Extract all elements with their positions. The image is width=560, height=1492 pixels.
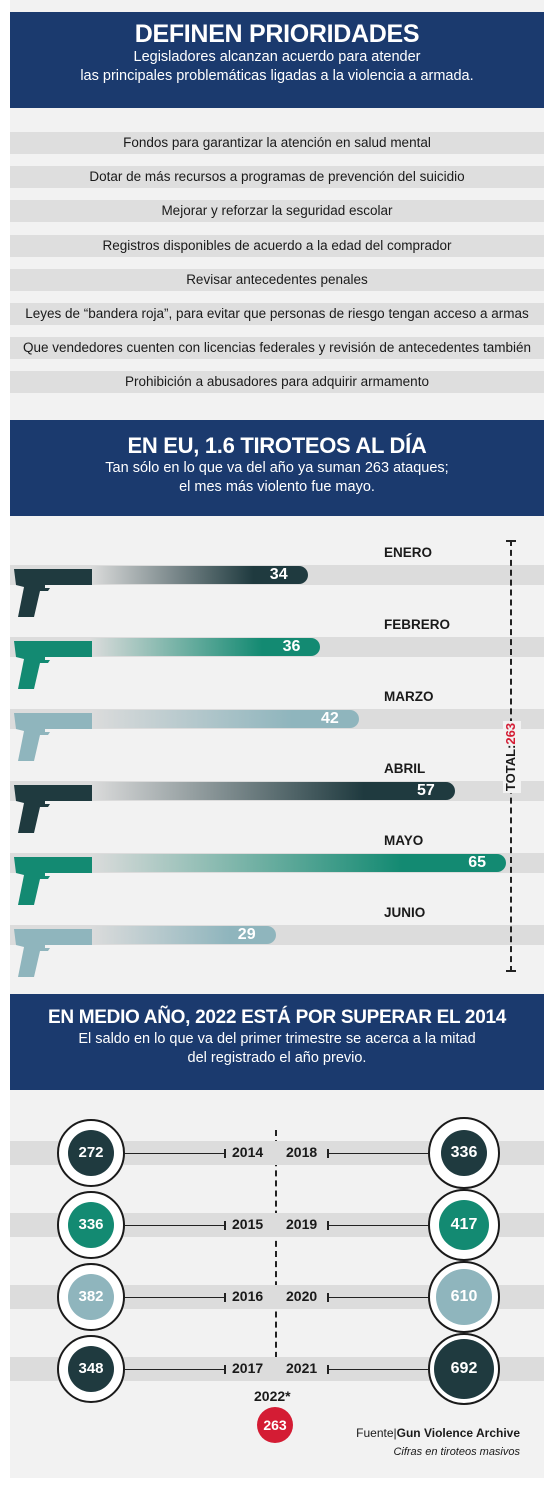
connector-tick bbox=[224, 1221, 226, 1230]
source-credit: Fuente|Gun Violence Archive bbox=[356, 1426, 520, 1440]
priority-item: Dotar de más recursos a programas de pre… bbox=[10, 166, 544, 189]
connector-line bbox=[125, 1369, 225, 1370]
timeline-center-line bbox=[275, 1130, 277, 1378]
month-label: FEBRERO bbox=[384, 617, 451, 632]
pistol-icon bbox=[12, 709, 94, 763]
year-value-circle: 348 bbox=[68, 1346, 114, 1392]
year-value-circle: 336 bbox=[441, 1130, 487, 1176]
priority-item: Mejorar y reforzar la seguridad escolar bbox=[10, 200, 544, 223]
month-label: MARZO bbox=[384, 689, 434, 704]
priorities-subtitle-line1: Legisladores alcanzan acuerdo para atend… bbox=[133, 49, 421, 65]
year-label: 2014 bbox=[232, 1144, 264, 1160]
total-value: 263 bbox=[503, 722, 518, 745]
connector-tick bbox=[327, 1149, 329, 1158]
connector-tick bbox=[327, 1365, 329, 1374]
month-label: ENERO bbox=[384, 545, 433, 560]
priority-item: Que vendedores cuenten con licencias fed… bbox=[10, 337, 544, 360]
connector-line bbox=[125, 1225, 225, 1226]
month-label: JUNIO bbox=[384, 905, 426, 920]
bar: 57 bbox=[90, 782, 455, 800]
priority-item: Revisar antecedentes penales bbox=[10, 268, 544, 291]
total-bracket-bottom bbox=[506, 970, 516, 972]
priorities-banner: DEFINEN PRIORIDADES Legisladores alcanza… bbox=[10, 12, 544, 108]
year-value-circle: 336 bbox=[68, 1202, 114, 1248]
month-label: ABRIL bbox=[384, 761, 426, 776]
connector-tick bbox=[327, 1221, 329, 1230]
footnote: Cifras en tiroteos masivos bbox=[393, 1446, 520, 1458]
pistol-icon bbox=[12, 781, 94, 835]
bar: 34 bbox=[90, 566, 308, 584]
infographic: DEFINEN PRIORIDADES Legisladores alcanza… bbox=[10, 0, 544, 1478]
month-label: MAYO bbox=[384, 833, 424, 848]
year-value-circle: 610 bbox=[436, 1269, 492, 1325]
connector-tick bbox=[224, 1365, 226, 1374]
shootings-subtitle-line1: Tan sólo en lo que va del año ya suman 2… bbox=[105, 460, 449, 476]
connector-tick bbox=[224, 1293, 226, 1302]
year-label: 2021 bbox=[286, 1360, 318, 1376]
connector-line bbox=[125, 1297, 225, 1298]
shootings-title: EN EU, 1.6 TIROTEOS AL DÍA bbox=[127, 433, 427, 458]
years-subtitle-line2: del registrado el año previo. bbox=[187, 1050, 367, 1066]
year-label: 2016 bbox=[232, 1288, 264, 1304]
priority-item: Registros disponibles de acuerdo a la ed… bbox=[10, 234, 544, 257]
year-value-circle: 692 bbox=[434, 1339, 494, 1399]
year-value-circle: 382 bbox=[68, 1274, 114, 1320]
year-label: 2020 bbox=[286, 1288, 318, 1304]
bar: 29 bbox=[90, 926, 276, 944]
priorities-subtitle-line2: las principales problemáticas ligadas a … bbox=[80, 68, 474, 84]
connector-tick bbox=[224, 1149, 226, 1158]
connector-line bbox=[125, 1153, 225, 1154]
shootings-banner: EN EU, 1.6 TIROTEOS AL DÍA Tan sólo en l… bbox=[10, 420, 544, 516]
current-year-label: 2022* bbox=[254, 1388, 291, 1404]
year-label: 2017 bbox=[232, 1360, 264, 1376]
priority-item: Fondos para garantizar la atención en sa… bbox=[10, 132, 544, 154]
source-name: Gun Violence Archive bbox=[396, 1426, 520, 1440]
bar: 36 bbox=[90, 638, 321, 656]
years-subtitle-line1: El saldo en lo que va del primer trimest… bbox=[78, 1031, 476, 1047]
priorities-title: DEFINEN PRIORIDADES bbox=[134, 20, 420, 48]
year-label: 2015 bbox=[232, 1216, 264, 1232]
year-label: 2018 bbox=[286, 1144, 318, 1160]
priority-item: Prohibición a abusadores para adquirir a… bbox=[10, 371, 544, 394]
years-banner: EN MEDIO AÑO, 2022 ESTÁ POR SUPERAR EL 2… bbox=[10, 994, 544, 1090]
source-label: Fuente| bbox=[356, 1426, 397, 1440]
current-year-value: 263 bbox=[257, 1407, 293, 1443]
pistol-icon bbox=[12, 925, 94, 979]
year-value-circle: 417 bbox=[439, 1200, 489, 1250]
connector-line bbox=[328, 1225, 428, 1226]
connector-line bbox=[328, 1297, 428, 1298]
pistol-icon bbox=[12, 565, 94, 619]
bar: 42 bbox=[90, 710, 359, 728]
year-value-circle: 272 bbox=[68, 1130, 114, 1176]
total-label: TOTAL:263 bbox=[503, 721, 521, 793]
priority-item: Leyes de “bandera roja”, para evitar que… bbox=[10, 303, 544, 325]
connector-line bbox=[328, 1153, 428, 1154]
year-label: 2019 bbox=[286, 1216, 318, 1232]
total-text: TOTAL: bbox=[503, 744, 518, 792]
years-title: EN MEDIO AÑO, 2022 ESTÁ POR SUPERAR EL 2… bbox=[47, 1007, 507, 1028]
total-bracket-top bbox=[506, 540, 516, 542]
bar: 65 bbox=[90, 854, 506, 872]
pistol-icon bbox=[12, 637, 94, 691]
connector-tick bbox=[327, 1293, 329, 1302]
connector-line bbox=[328, 1369, 428, 1370]
pistol-icon bbox=[12, 853, 94, 907]
shootings-subtitle-line2: el mes más violento fue mayo. bbox=[179, 479, 375, 495]
